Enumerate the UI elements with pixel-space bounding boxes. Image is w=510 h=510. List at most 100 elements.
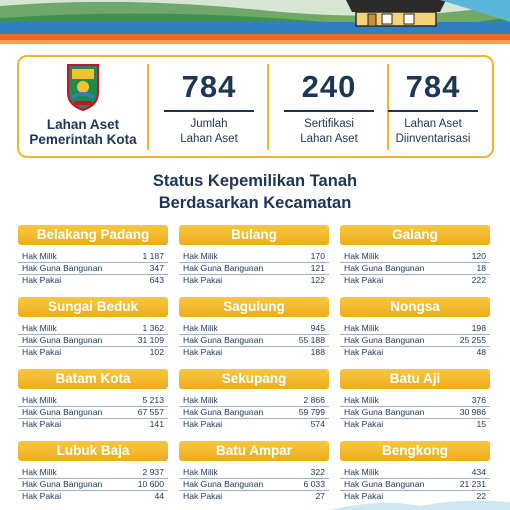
owner-label-line1: Lahan Aset — [46, 117, 120, 132]
owner-column: Lahan Aset Pemerintah Kota — [19, 57, 147, 156]
district-card: Sungai Beduk Hak Milik 1 362 Hak Guna Bangu… — [18, 297, 168, 361]
row-label: Hak Milik — [344, 251, 379, 261]
row-separator — [179, 478, 329, 479]
district-name: Bengkong — [340, 441, 490, 461]
row-value: 10 600 — [137, 479, 164, 489]
row-value: 121 — [310, 263, 325, 273]
district-card: Batam Kota Hak Milik 5 213 Hak Guna Banguna… — [18, 369, 168, 433]
row-value: 55 188 — [298, 335, 325, 345]
row-separator — [340, 478, 490, 479]
row-label: Hak Guna Bangunan — [344, 335, 425, 345]
row-separator — [179, 274, 329, 275]
row-label: Hak Pakai — [22, 419, 62, 429]
district-card: Batu Ampar Hak Milik 322 Hak Guna Bangunan 6… — [179, 441, 329, 505]
row-value: 44 — [154, 491, 164, 501]
district-card: Bulang Hak Milik 170 Hak Guna Bangunan 121 Ha… — [179, 225, 329, 289]
row-separator — [340, 274, 490, 275]
row-label: Hak Guna Bangunan — [22, 335, 103, 345]
row-value: 188 — [310, 347, 325, 357]
row-value: 2 937 — [142, 467, 164, 477]
stat-sertifikasi-lahan-aset: 240 Sertifikasi Lahan Aset — [270, 57, 388, 156]
district-name: Nongsa — [340, 297, 490, 317]
district-card: Nongsa Hak Milik 198 Hak Guna Bangunan 25 25… — [340, 297, 490, 361]
row-value: 30 986 — [459, 407, 486, 417]
stat-rule — [284, 110, 374, 112]
district-card: Belakang Padang Hak Milik 1 187 Hak Guna Ba… — [18, 225, 168, 289]
stat-label: Jumlah Lahan Aset — [150, 117, 268, 147]
row-value: 59 799 — [298, 407, 325, 417]
banner-illustration — [0, 0, 510, 44]
stat-rule — [164, 110, 254, 112]
row-value: 170 — [310, 251, 325, 261]
row-separator — [340, 346, 490, 347]
row-value: 376 — [471, 395, 486, 405]
stat-value: 240 — [301, 69, 357, 104]
row-label: Hak Milik — [22, 467, 57, 477]
row-label: Hak Milik — [183, 251, 218, 261]
stat-label-line2: Lahan Aset — [300, 133, 358, 145]
row-separator — [340, 418, 490, 419]
row-label: Hak Guna Bangunan — [22, 263, 103, 273]
stat-label-line2: Lahan Aset — [180, 133, 238, 145]
stat-label: Sertifikasi Lahan Aset — [270, 117, 388, 147]
section-heading-line2: Berdasarkan Kecamatan — [158, 194, 352, 212]
row-separator — [179, 406, 329, 407]
district-name: Batam Kota — [18, 369, 168, 389]
district-card: Sagulung Hak Milik 945 Hak Guna Bangunan 55 … — [179, 297, 329, 361]
row-value: 141 — [149, 419, 164, 429]
row-value: 25 255 — [459, 335, 486, 345]
row-label: Hak Pakai — [183, 347, 223, 357]
row-label: Hak Milik — [22, 251, 57, 261]
section-heading-line1: Status Kepemilikan Tanah — [152, 172, 358, 190]
row-value: 945 — [310, 323, 325, 333]
row-label: Hak Guna Bangunan — [22, 479, 103, 489]
district-name: Bulang — [179, 225, 329, 245]
summary-divider — [387, 64, 389, 150]
district-name: Lubuk Baja — [18, 441, 168, 461]
row-label: Hak Milik — [22, 323, 57, 333]
row-label: Hak Pakai — [183, 491, 223, 501]
row-value: 574 — [310, 419, 325, 429]
row-value: 18 — [476, 263, 486, 273]
row-label: Hak Pakai — [22, 347, 62, 357]
district-card: Galang Hak Milik 120 Hak Guna Bangunan 18 Hak… — [340, 225, 490, 289]
city-emblem-icon — [67, 64, 99, 111]
row-separator — [340, 406, 490, 407]
row-value: 27 — [315, 491, 325, 501]
row-separator — [179, 346, 329, 347]
row-label: Hak Pakai — [22, 275, 62, 285]
district-name: Batu Aji — [340, 369, 490, 389]
row-label: Hak Milik — [344, 467, 379, 477]
row-separator — [179, 490, 329, 491]
row-value: 347 — [149, 263, 164, 273]
stat-rule — [388, 110, 478, 112]
row-label: Hak Guna Bangunan — [344, 263, 425, 273]
row-value: 122 — [310, 275, 325, 285]
row-value: 15 — [476, 419, 486, 429]
house-icon — [346, 0, 446, 27]
row-separator — [18, 262, 168, 263]
row-label: Hak Pakai — [22, 491, 62, 501]
row-value: 643 — [149, 275, 164, 285]
row-separator — [18, 418, 168, 419]
owner-label: Lahan Aset Pemerintah Kota — [19, 117, 147, 147]
row-value: 67 557 — [137, 407, 164, 417]
row-label: Hak Milik — [22, 395, 57, 405]
stat-value: 784 — [405, 69, 461, 104]
district-name: Sagulung — [179, 297, 329, 317]
row-separator — [18, 478, 168, 479]
row-value: 48 — [476, 347, 486, 357]
row-separator — [179, 418, 329, 419]
row-separator — [340, 334, 490, 335]
stat-value: 784 — [181, 69, 237, 104]
row-label: Hak Guna Bangunan — [344, 479, 425, 489]
row-label: Hak Milik — [344, 395, 379, 405]
row-value: 434 — [471, 467, 486, 477]
owner-label-line2: Pemerintah Kota — [29, 132, 137, 147]
row-label: Hak Pakai — [344, 347, 384, 357]
district-card: Batu Aji Hak Milik 376 Hak Guna Bangunan 30 … — [340, 369, 490, 433]
stat-label-line2: Diinventarisasi — [395, 133, 471, 145]
stat-label-line1: Lahan Aset — [404, 118, 462, 130]
row-value: 1 187 — [142, 251, 164, 261]
row-value: 222 — [471, 275, 486, 285]
